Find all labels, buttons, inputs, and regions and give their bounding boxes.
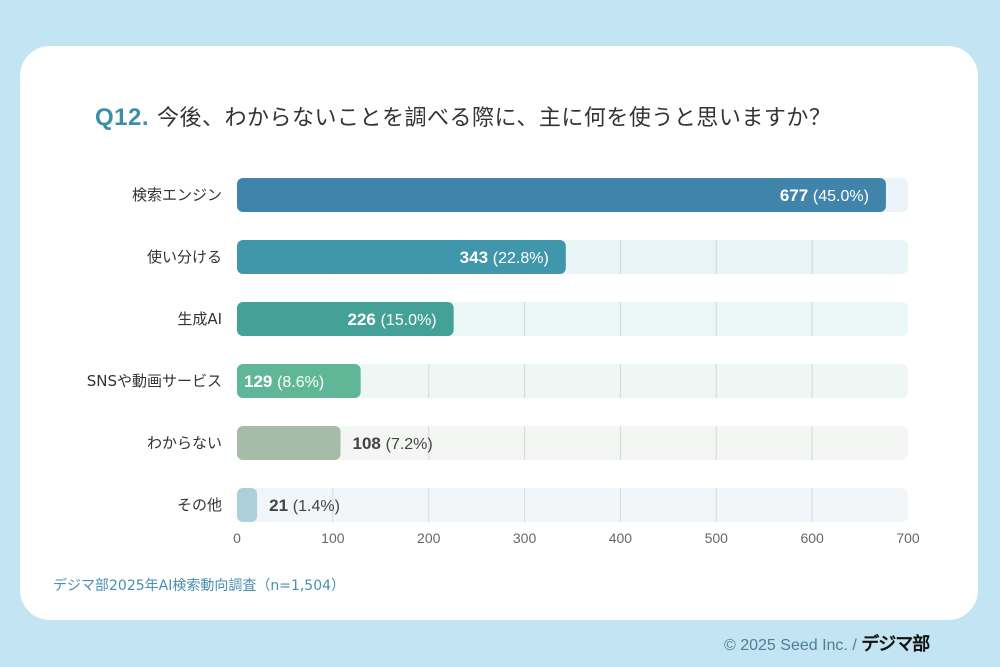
category-label: SNSや動画サービス — [87, 372, 222, 390]
value-label: 108 (7.2%) — [353, 434, 433, 453]
gridlines — [332, 178, 813, 522]
category-label: 使い分ける — [147, 248, 222, 266]
question-text: 今後、わからないことを調べる際に、主に何を使うと思いますか？ — [157, 106, 832, 131]
footer: © 2025 Seed Inc. / デジマ部 — [724, 630, 930, 656]
x-tick-label: 200 — [417, 530, 441, 546]
category-label: わからない — [147, 434, 222, 452]
value-label: 226 (15.0%) — [348, 310, 437, 329]
value-percent: (45.0%) — [813, 188, 869, 205]
x-tick-label: 300 — [513, 530, 537, 546]
brand-logo: デジマ部 — [861, 634, 930, 655]
bar — [237, 240, 566, 274]
x-tick-label: 500 — [705, 530, 729, 546]
bar — [237, 178, 886, 212]
bar-track — [237, 364, 908, 398]
value-percent: (8.6%) — [277, 374, 324, 391]
bar — [237, 488, 258, 522]
value-label: 129 (8.6%) — [244, 372, 324, 391]
value-count: 677 — [780, 186, 813, 205]
bar-track — [237, 426, 908, 460]
value-count: 343 — [460, 248, 493, 267]
bar — [237, 426, 341, 460]
x-tick-label: 100 — [321, 530, 345, 546]
category-label: 生成AI — [177, 310, 222, 328]
x-tick-label: 700 — [896, 530, 920, 546]
source-note: デジマ部2025年AI検索動向調査（n=1,504） — [53, 578, 346, 594]
x-tick-label: 400 — [609, 530, 633, 546]
bar-tracks — [237, 178, 908, 522]
category-label: 検索エンジン — [132, 186, 222, 204]
bar — [237, 302, 454, 336]
value-count: 21 — [269, 496, 293, 515]
category-label: その他 — [177, 496, 222, 514]
chart-title: Q12. 今後、わからないことを調べる際に、主に何を使うと思いますか？ — [95, 100, 831, 132]
value-count: 108 — [353, 434, 386, 453]
bars — [237, 178, 886, 522]
value-percent: (1.4%) — [293, 498, 340, 515]
value-count: 129 — [244, 372, 277, 391]
value-percent: (7.2%) — [386, 436, 433, 453]
x-tick-label: 600 — [800, 530, 824, 546]
labels: 検索エンジン 677 (45.0%) 使い分ける 343 (22.8%) 生成AI 226… — [87, 186, 920, 546]
bar-track — [237, 488, 908, 522]
value-percent: (15.0%) — [381, 312, 437, 329]
question-number: Q12. — [95, 104, 150, 131]
value-percent: (22.8%) — [493, 250, 549, 267]
value-label: 677 (45.0%) — [780, 186, 869, 205]
value-label: 21 (1.4%) — [269, 496, 340, 515]
x-tick-label: 0 — [233, 530, 241, 546]
value-label: 343 (22.8%) — [460, 248, 549, 267]
copyright-text: © 2025 Seed Inc. / — [724, 637, 857, 654]
value-count: 226 — [348, 310, 381, 329]
bar — [237, 364, 361, 398]
